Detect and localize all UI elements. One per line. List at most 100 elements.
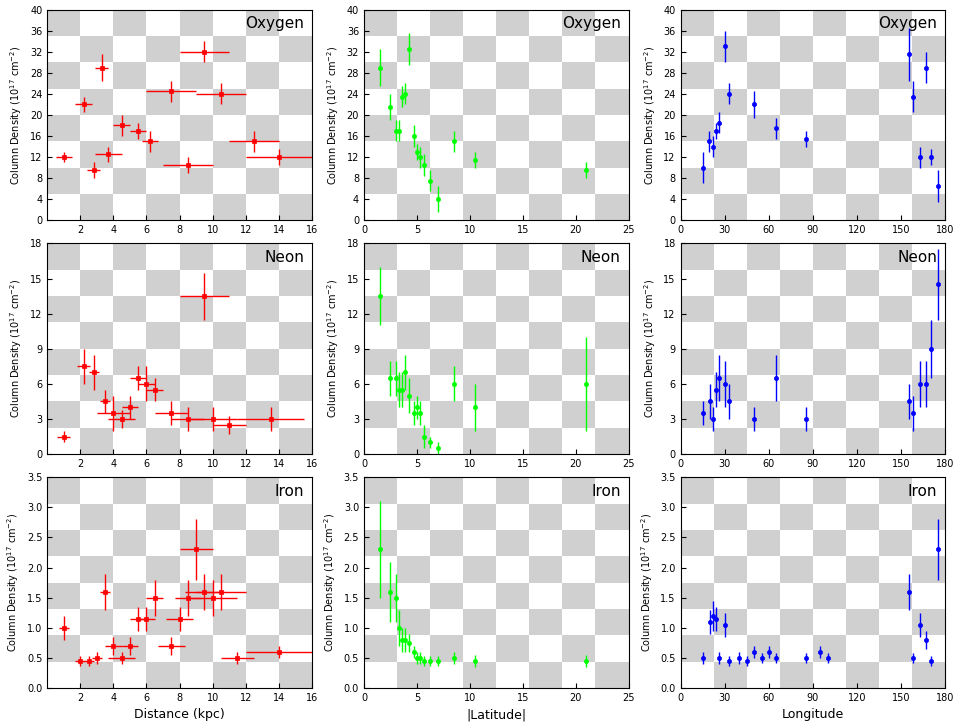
Bar <box>212 477 246 504</box>
Bar <box>430 428 463 454</box>
Bar <box>529 582 563 609</box>
Bar <box>47 36 81 63</box>
Bar <box>846 244 879 270</box>
Bar <box>180 375 212 401</box>
Bar <box>681 428 713 454</box>
Bar <box>747 141 780 168</box>
Bar <box>846 530 879 556</box>
Bar <box>47 141 81 168</box>
Bar <box>147 477 180 504</box>
Bar <box>529 9 563 36</box>
Bar <box>113 141 147 168</box>
Y-axis label: Column Density ($10^{17}$ cm$^{-2}$): Column Density ($10^{17}$ cm$^{-2}$) <box>9 45 25 185</box>
Bar <box>529 115 563 141</box>
Bar <box>430 270 463 296</box>
Bar <box>780 168 813 194</box>
Y-axis label: Column Density ($10^{17}$ cm$^{-2}$): Column Density ($10^{17}$ cm$^{-2}$) <box>325 45 341 185</box>
Bar <box>747 194 780 220</box>
Bar <box>397 9 430 36</box>
Bar <box>212 63 246 89</box>
Bar <box>846 296 879 323</box>
Bar <box>912 115 946 141</box>
Bar <box>212 582 246 609</box>
Text: Neon: Neon <box>264 249 304 265</box>
Bar <box>813 428 846 454</box>
Bar <box>278 401 312 428</box>
Bar <box>180 141 212 168</box>
Bar <box>747 504 780 530</box>
Bar <box>846 115 879 141</box>
Bar <box>463 168 496 194</box>
Bar <box>463 530 496 556</box>
Bar <box>681 662 713 688</box>
Bar <box>147 115 180 141</box>
Bar <box>713 115 747 141</box>
Bar <box>747 428 780 454</box>
Bar <box>147 582 180 609</box>
Bar <box>47 428 81 454</box>
Bar <box>879 662 912 688</box>
Bar <box>563 504 595 530</box>
Bar <box>747 375 780 401</box>
Bar <box>364 662 397 688</box>
Y-axis label: Column Density ($10^{17}$ cm$^{-2}$): Column Density ($10^{17}$ cm$^{-2}$) <box>6 513 21 652</box>
Bar <box>813 375 846 401</box>
Bar <box>713 582 747 609</box>
Text: Oxygen: Oxygen <box>562 16 620 31</box>
Bar <box>529 401 563 428</box>
Bar <box>81 63 113 89</box>
Bar <box>529 168 563 194</box>
Bar <box>113 270 147 296</box>
Bar <box>813 270 846 296</box>
Bar <box>81 582 113 609</box>
Bar <box>846 582 879 609</box>
Bar <box>278 115 312 141</box>
Bar <box>113 375 147 401</box>
Bar <box>180 36 212 63</box>
Bar <box>147 349 180 375</box>
Bar <box>113 662 147 688</box>
Bar <box>47 609 81 635</box>
Bar <box>397 349 430 375</box>
Bar <box>747 323 780 349</box>
Bar <box>912 582 946 609</box>
Bar <box>430 375 463 401</box>
Bar <box>397 635 430 662</box>
Bar <box>879 36 912 63</box>
Bar <box>463 349 496 375</box>
Bar <box>246 141 278 168</box>
Bar <box>713 635 747 662</box>
Bar <box>246 194 278 220</box>
Bar <box>595 477 629 504</box>
Bar <box>113 556 147 582</box>
Bar <box>278 530 312 556</box>
Bar <box>813 89 846 115</box>
Bar <box>364 609 397 635</box>
Bar <box>81 635 113 662</box>
Bar <box>246 89 278 115</box>
Bar <box>180 194 212 220</box>
Bar <box>463 63 496 89</box>
Bar <box>912 635 946 662</box>
Bar <box>496 194 529 220</box>
Bar <box>780 244 813 270</box>
Bar <box>430 194 463 220</box>
Bar <box>846 401 879 428</box>
Text: Iron: Iron <box>275 483 304 499</box>
Bar <box>747 556 780 582</box>
Bar <box>595 401 629 428</box>
Bar <box>397 582 430 609</box>
Bar <box>713 296 747 323</box>
Bar <box>397 244 430 270</box>
Y-axis label: Column Density ($10^{17}$ cm$^{-2}$): Column Density ($10^{17}$ cm$^{-2}$) <box>639 513 655 652</box>
Bar <box>180 609 212 635</box>
Bar <box>563 270 595 296</box>
Bar <box>397 296 430 323</box>
Bar <box>496 375 529 401</box>
Bar <box>780 401 813 428</box>
Bar <box>713 168 747 194</box>
Bar <box>496 89 529 115</box>
Bar <box>780 635 813 662</box>
Bar <box>47 662 81 688</box>
Bar <box>780 63 813 89</box>
